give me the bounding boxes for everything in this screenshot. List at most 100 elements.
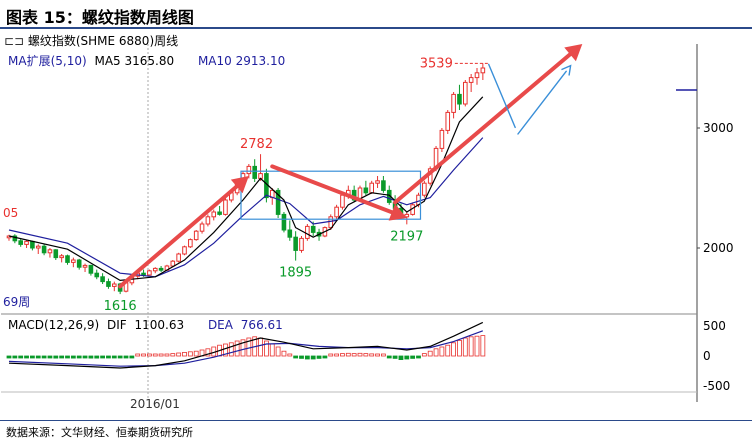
macd-legend: MACD(12,26,9) DIF 1100.63 DEA 766.61 [8, 318, 287, 332]
left-edge-label-bottom: 69周 [3, 295, 30, 309]
candle-body [193, 230, 199, 241]
macd-histogram-bar [468, 336, 474, 357]
macd-histogram-bar [141, 353, 146, 357]
ma10-legend-value: MA10 2913.10 [197, 54, 286, 68]
macd-histogram-bar [386, 355, 392, 359]
candle-body [35, 245, 41, 249]
macd-histogram-bar [35, 355, 41, 359]
candle-body [381, 180, 386, 191]
dif-label: DIF [106, 318, 127, 332]
candle-body [281, 213, 287, 231]
macd-histogram-bar [6, 355, 12, 359]
macd-histogram-bar [263, 340, 269, 357]
macd-histogram-bar [398, 355, 404, 360]
macd-histogram-bar [82, 355, 88, 359]
ma10-line [8, 137, 484, 278]
ma5-line [8, 96, 484, 282]
macd-histogram-bar [392, 355, 398, 359]
candle-body [24, 240, 29, 245]
candle-body [246, 165, 252, 175]
candle-body [375, 180, 380, 184]
macd-histogram-bar [223, 343, 228, 357]
candle-body [422, 182, 427, 196]
candle-body [30, 240, 35, 249]
macd-histogram-bar [240, 339, 246, 357]
macd-histogram-bar [94, 355, 100, 359]
macd-histogram-bar [88, 355, 94, 359]
macd-histogram-bar [234, 340, 240, 357]
macd-histogram-bar [474, 335, 480, 357]
macd-axis-tick: -500 [703, 379, 730, 393]
price-annotation: 1616 [104, 299, 137, 314]
macd-histogram-bar [47, 355, 53, 359]
candle-body [404, 213, 410, 218]
trend-arrow-red [270, 164, 397, 216]
candle-body [305, 225, 310, 239]
candle-body [328, 216, 334, 229]
macd-histogram-bar [281, 350, 287, 357]
macd-histogram-bar [439, 346, 445, 357]
ma-legend-label: MA扩展(5,10) [8, 54, 87, 68]
macd-histogram-bar [293, 355, 299, 359]
macd-histogram-bar [193, 350, 199, 357]
macd-histogram-bar [345, 352, 351, 357]
chart-window[interactable]: ⊏⊐ 螺纹指数(SHME 6880)周线 MA扩展(5,10) MA5 3165… [0, 30, 752, 424]
date-label: 2016/01 [130, 397, 180, 411]
candle-body [100, 276, 105, 283]
candle-body [112, 283, 117, 287]
macd-histogram-bar [480, 335, 486, 357]
macd-histogram-bar [18, 355, 24, 359]
trend-arrow-red [393, 50, 575, 205]
macd-histogram-bar [462, 337, 468, 357]
macd-histogram-bar [287, 353, 293, 357]
macd-histogram-bar [24, 355, 29, 359]
candle-body [170, 260, 176, 267]
candle-body [310, 225, 316, 233]
macd-histogram-bar [375, 353, 380, 357]
candle-body [47, 249, 53, 254]
macd-histogram-bar [340, 353, 345, 357]
macd-histogram-bar [111, 355, 117, 359]
macd-histogram-bar [304, 355, 310, 360]
candle-body [141, 272, 146, 276]
chart-header-label: 螺纹指数(SHME 6880)周线 [27, 34, 179, 48]
macd-histogram-bar [433, 348, 439, 357]
macd-histogram-bar [416, 355, 421, 359]
left-edge-label-top: 05 [3, 206, 18, 220]
macd-histogram-bar [322, 355, 328, 359]
macd-histogram-bar [410, 355, 416, 359]
candle-body [463, 81, 468, 105]
candle-body [182, 246, 187, 255]
price-axis-tick: 3000 [703, 121, 734, 135]
candle-body [252, 165, 257, 179]
macd-histogram-bar [12, 355, 18, 359]
macd-histogram-bar [269, 343, 275, 357]
macd-histogram-bar [457, 339, 462, 357]
candle-body [480, 67, 486, 74]
candle-body [287, 229, 293, 238]
trend-arrow-red-head [230, 176, 249, 194]
trend-arrow-red [118, 182, 242, 289]
projection-arrow-blue [517, 70, 567, 135]
trend-arrow-red-head [388, 203, 407, 221]
macd-histogram-bar [427, 350, 433, 357]
macd-histogram-bar [123, 355, 129, 359]
dea-line [8, 330, 484, 367]
macd-histogram-bar [187, 351, 193, 357]
macd-axis-tick: 0 [703, 349, 711, 363]
macd-histogram-bar [299, 355, 304, 359]
macd-histogram-bar [404, 355, 410, 360]
candle-body [59, 255, 64, 259]
candle-body [439, 129, 445, 149]
candle-body [340, 194, 345, 208]
chart-canvas[interactable]: 2000 3000 500 0 -500 05 69周 2016/01 1616 2782 189… [0, 30, 752, 424]
macd-histogram-bar [258, 337, 263, 357]
macd-histogram-bar [164, 353, 170, 357]
macd-histogram-bar [135, 353, 141, 357]
candle-body [76, 259, 82, 268]
candle-body [334, 206, 339, 218]
candle-body [451, 93, 456, 113]
macd-histogram-bar [351, 353, 357, 357]
title-divider [0, 27, 752, 29]
candle-body [369, 182, 374, 194]
